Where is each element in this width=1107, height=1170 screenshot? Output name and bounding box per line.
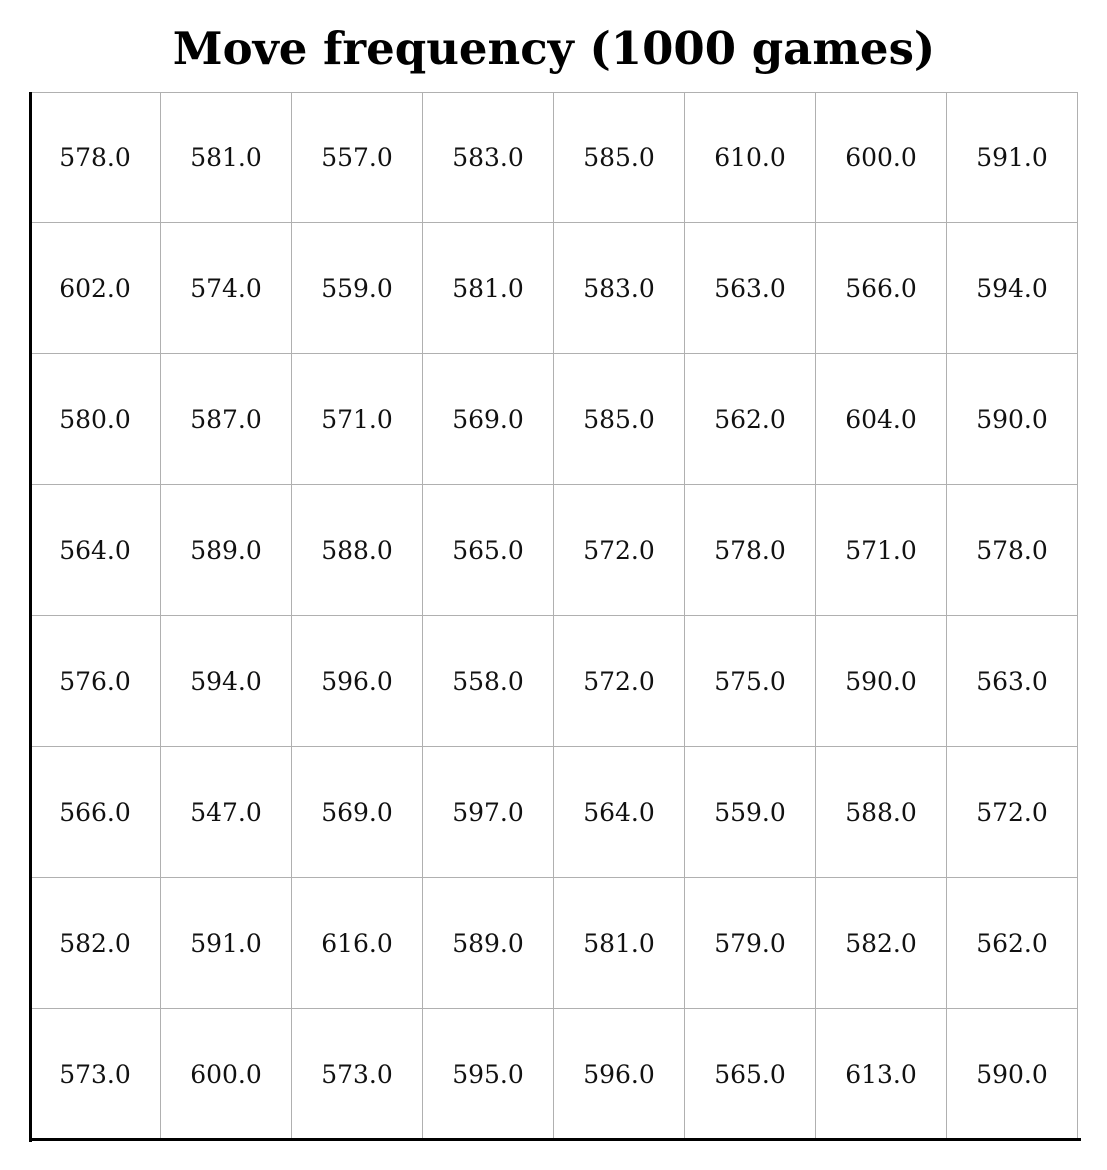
heatmap-cell-r7-c4: 596.0 [554, 1009, 685, 1140]
heatmap-cell-r5-c3: 597.0 [423, 747, 554, 878]
heatmap-cell-r6-c5: 579.0 [685, 878, 816, 1009]
heatmap-cell-r5-c0: 566.0 [30, 747, 161, 878]
heatmap-cell-r7-c1: 600.0 [161, 1009, 292, 1140]
heatmap-cell-r7-c5: 565.0 [685, 1009, 816, 1140]
heatmap-cell-r2-c7: 590.0 [947, 354, 1078, 485]
left-axis-line [29, 92, 32, 1142]
heatmap-cell-r4-c1: 594.0 [161, 616, 292, 747]
heatmap-cell-r7-c6: 613.0 [816, 1009, 947, 1140]
heatmap-cell-r4-c5: 575.0 [685, 616, 816, 747]
heatmap-cell-r4-c4: 572.0 [554, 616, 685, 747]
bottom-axis-line [29, 1138, 1081, 1141]
heatmap-cell-r6-c0: 582.0 [30, 878, 161, 1009]
heatmap-cell-r3-c3: 565.0 [423, 485, 554, 616]
heatmap-cell-r7-c7: 590.0 [947, 1009, 1078, 1140]
heatmap-cell-r1-c5: 563.0 [685, 223, 816, 354]
heatmap-cell-r1-c0: 602.0 [30, 223, 161, 354]
heatmap-cell-r3-c5: 578.0 [685, 485, 816, 616]
heatmap-cell-r2-c0: 580.0 [30, 354, 161, 485]
heatmap-cell-r4-c0: 576.0 [30, 616, 161, 747]
heatmap-cell-r6-c1: 591.0 [161, 878, 292, 1009]
heatmap-cell-r6-c4: 581.0 [554, 878, 685, 1009]
heatmap-cell-r2-c3: 569.0 [423, 354, 554, 485]
heatmap-cell-r0-c1: 581.0 [161, 92, 292, 223]
heatmap-cell-r1-c2: 559.0 [292, 223, 423, 354]
heatmap-cell-r1-c3: 581.0 [423, 223, 554, 354]
heatmap-cell-r2-c1: 587.0 [161, 354, 292, 485]
heatmap-cell-r4-c2: 596.0 [292, 616, 423, 747]
heatmap-cell-r6-c3: 589.0 [423, 878, 554, 1009]
heatmap-cell-r1-c6: 566.0 [816, 223, 947, 354]
heatmap-cell-r7-c2: 573.0 [292, 1009, 423, 1140]
heatmap-cell-r1-c1: 574.0 [161, 223, 292, 354]
heatmap-cell-r6-c6: 582.0 [816, 878, 947, 1009]
heatmap-cell-r7-c0: 573.0 [30, 1009, 161, 1140]
heatmap-cell-r1-c7: 594.0 [947, 223, 1078, 354]
heatmap-cell-r0-c3: 583.0 [423, 92, 554, 223]
heatmap-cell-r0-c5: 610.0 [685, 92, 816, 223]
heatmap-cell-r3-c2: 588.0 [292, 485, 423, 616]
heatmap-cell-r6-c7: 562.0 [947, 878, 1078, 1009]
heatmap-cell-r3-c0: 564.0 [30, 485, 161, 616]
heatmap-cell-r1-c4: 583.0 [554, 223, 685, 354]
heatmap-cell-r5-c5: 559.0 [685, 747, 816, 878]
heatmap-cell-r2-c6: 604.0 [816, 354, 947, 485]
heatmap-cell-r2-c2: 571.0 [292, 354, 423, 485]
heatmap-cell-r3-c1: 589.0 [161, 485, 292, 616]
chart-title: Move frequency (1000 games) [172, 22, 936, 75]
heatmap-cell-r2-c5: 562.0 [685, 354, 816, 485]
heatmap-cell-r4-c6: 590.0 [816, 616, 947, 747]
heatmap-cell-r4-c3: 558.0 [423, 616, 554, 747]
heatmap-cell-r5-c2: 569.0 [292, 747, 423, 878]
heatmap-grid: 578.0 581.0 557.0 583.0 585.0 610.0 600.0 591.0… [30, 92, 1078, 1140]
heatmap-cell-r5-c4: 564.0 [554, 747, 685, 878]
heatmap-cell-r0-c2: 557.0 [292, 92, 423, 223]
heatmap-cell-r0-c4: 585.0 [554, 92, 685, 223]
heatmap-cell-r2-c4: 585.0 [554, 354, 685, 485]
heatmap-cell-r6-c2: 616.0 [292, 878, 423, 1009]
heatmap-cell-r0-c7: 591.0 [947, 92, 1078, 223]
heatmap-cell-r3-c4: 572.0 [554, 485, 685, 616]
heatmap-cell-r3-c6: 571.0 [816, 485, 947, 616]
heatmap-cell-r0-c6: 600.0 [816, 92, 947, 223]
heatmap-cell-r5-c7: 572.0 [947, 747, 1078, 878]
heatmap-cell-r5-c1: 547.0 [161, 747, 292, 878]
heatmap-cell-r3-c7: 578.0 [947, 485, 1078, 616]
heatmap-cell-r4-c7: 563.0 [947, 616, 1078, 747]
heatmap-cell-r5-c6: 588.0 [816, 747, 947, 878]
heatmap-cell-r7-c3: 595.0 [423, 1009, 554, 1140]
heatmap-cell-r0-c0: 578.0 [30, 92, 161, 223]
